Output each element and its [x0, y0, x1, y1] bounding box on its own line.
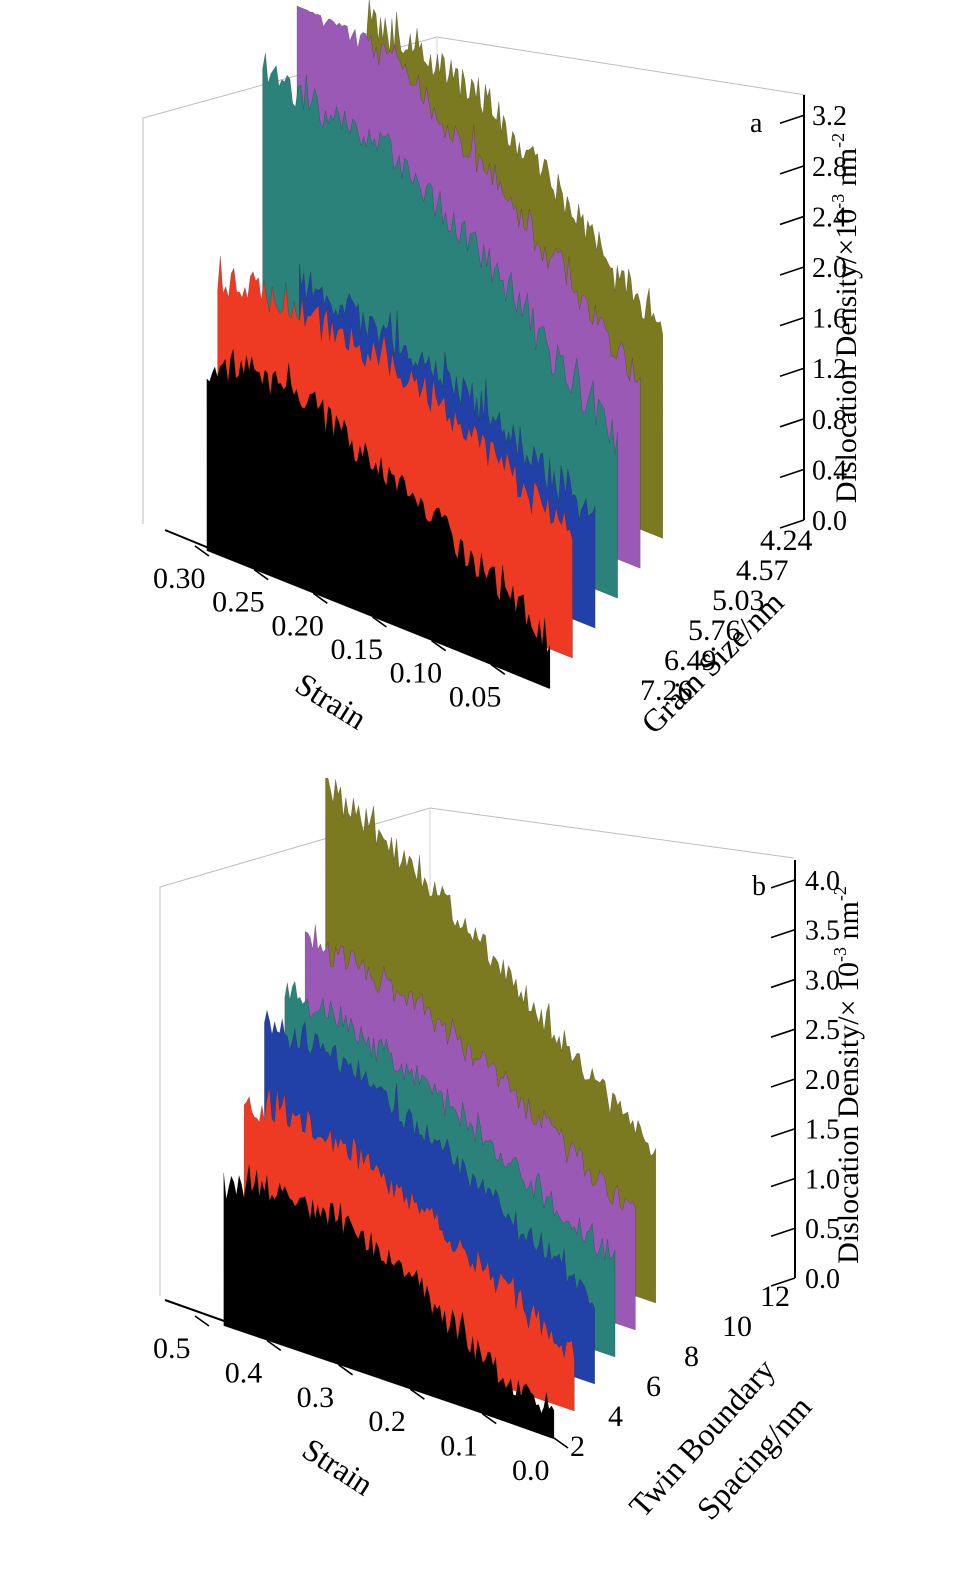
z-tick-label-b-0: 0.0: [805, 1264, 840, 1295]
z-tick-label-a-1: 0.4: [812, 455, 847, 486]
z-tick-a-2: [779, 418, 805, 428]
x-tick-label-a-2: 0.20: [271, 609, 324, 642]
y-tick-label-b-1: 4: [608, 1400, 623, 1433]
back-wall-frame: [142, 36, 807, 524]
z-tick-a-0: [779, 519, 805, 529]
x-tick-label-a-5: 0.05: [449, 680, 502, 713]
y-tick-label-a-4: 6.49: [664, 644, 717, 677]
z-tick-a-6: [779, 215, 805, 226]
x-tick-b-1: [266, 1339, 282, 1352]
y-tick-label-b-0: 2: [570, 1430, 585, 1463]
series-area-a-6.49: [217, 255, 573, 659]
z-tick-b-5: [770, 1028, 796, 1038]
z-tick-a-1: [779, 468, 805, 479]
z-tick-label-b-6: 3.0: [805, 965, 840, 996]
z-tick-label-a-3: 1.2: [812, 354, 847, 385]
x-tick-b-4: [481, 1412, 497, 1425]
z-tick-b-4: [770, 1078, 796, 1088]
x-tick-b-2: [338, 1364, 354, 1376]
z-tick-label-b-5: 2.5: [805, 1015, 840, 1046]
z-tick-label-a-2: 0.8: [812, 405, 847, 436]
z-tick-a-3: [779, 367, 805, 377]
y-tick-label-a-0: 4.24: [760, 524, 813, 557]
y-tick-label-b-2: 6: [646, 1370, 661, 1403]
z-tick-b-2: [770, 1177, 796, 1188]
y-tick-label-b-4: 10: [722, 1310, 752, 1343]
z-tick-label-a-7: 2.8: [812, 152, 847, 183]
x-tick-a-5: [490, 663, 506, 675]
series-area-b-2: [223, 1164, 555, 1439]
x-tick-label-b-4: 0.1: [440, 1430, 478, 1463]
y-tick-label-b-3: 8: [684, 1340, 699, 1373]
z-axis-title-a: Dislocation Density/×10-3 nm-2: [828, 133, 863, 503]
x-tick-a-1: [253, 569, 269, 581]
z-tick-b-1: [770, 1227, 796, 1237]
z-tick-label-b-3: 1.5: [805, 1115, 840, 1146]
z-tick-a-7: [779, 165, 805, 175]
z-tick-label-b-1: 0.5: [805, 1214, 840, 1245]
x-axis-title-a: Strain: [289, 665, 373, 736]
panel-letter-b: b: [752, 871, 766, 902]
z-tick-b-8: [770, 879, 796, 889]
series-area-a-7.26: [206, 348, 551, 689]
x-tick-label-b-2: 0.3: [297, 1381, 335, 1414]
x-tick-label-a-1: 0.25: [212, 586, 265, 619]
x-tick-b-5: [553, 1437, 569, 1449]
z-tick-label-b-8: 4.0: [805, 866, 840, 897]
x-tick-b-3: [409, 1388, 425, 1400]
x-tick-a-4: [431, 640, 447, 652]
y-tick-label-b-5: 12: [760, 1280, 790, 1313]
x-tick-label-b-0: 0.5: [153, 1332, 191, 1365]
y-tick-label-a-3: 5.76: [688, 614, 741, 647]
x-tick-a-0: [194, 545, 210, 557]
z-tick-label-a-8: 3.2: [812, 101, 847, 132]
z-tick-b-6: [770, 978, 796, 989]
panel-letter-a: a: [750, 108, 763, 139]
x-axis-a: [164, 529, 551, 689]
z-tick-a-8: [779, 114, 805, 124]
x-tick-label-b-3: 0.2: [368, 1405, 406, 1438]
z-tick-b-0: [770, 1277, 796, 1287]
x-tick-a-2: [312, 592, 328, 604]
y-tick-label-a-5: 7.26: [640, 674, 693, 707]
z-tick-b-7: [770, 928, 796, 939]
panel-b: 0.5 0.4 0.3 0.2 0.1 0.0 0.0 0.5 1.0 1.5 2.0 2.5 3.0 3…: [153, 777, 865, 1526]
series-area-b-4: [243, 1087, 575, 1412]
x-axis-b: [164, 1299, 555, 1439]
panel-a: 0.300.250.200.150.100.05 0.0 0.4 0.8 1.2 1.6 2…: [142, 0, 863, 741]
x-tick-label-a-3: 0.15: [331, 633, 384, 666]
x-tick-label-a-4: 0.10: [390, 657, 443, 690]
z-tick-a-5: [779, 266, 805, 276]
x-tick-label-b-1: 0.4: [225, 1356, 262, 1389]
z-tick-label-a-6: 2.4: [812, 202, 847, 233]
z-axis-title-b: Dislocation Density/× 10-3 nm-2: [830, 886, 865, 1264]
z-tick-label-b-4: 2.0: [805, 1065, 840, 1096]
z-tick-a-4: [779, 316, 805, 327]
z-tick-label-b-7: 3.5: [805, 916, 840, 947]
x-tick-label-b-5: 0.0: [512, 1454, 550, 1487]
z-tick-label-a-5: 2.0: [812, 253, 847, 284]
z-tick-label-b-2: 1.0: [805, 1164, 840, 1195]
x-tick-b-0: [194, 1315, 210, 1327]
y-tick-label-a-1: 4.57: [736, 554, 789, 587]
z-tick-label-a-4: 1.6: [812, 304, 847, 335]
z-tick-label-a-0: 0.0: [812, 506, 847, 537]
x-tick-label-a-0: 0.30: [153, 562, 206, 595]
x-axis-title-b: Strain: [296, 1431, 380, 1503]
y-tick-label-a-2: 5.03: [712, 584, 765, 617]
x-tick-a-3: [372, 616, 387, 628]
z-tick-b-3: [770, 1127, 796, 1138]
back-wall-frame: [159, 807, 795, 1296]
